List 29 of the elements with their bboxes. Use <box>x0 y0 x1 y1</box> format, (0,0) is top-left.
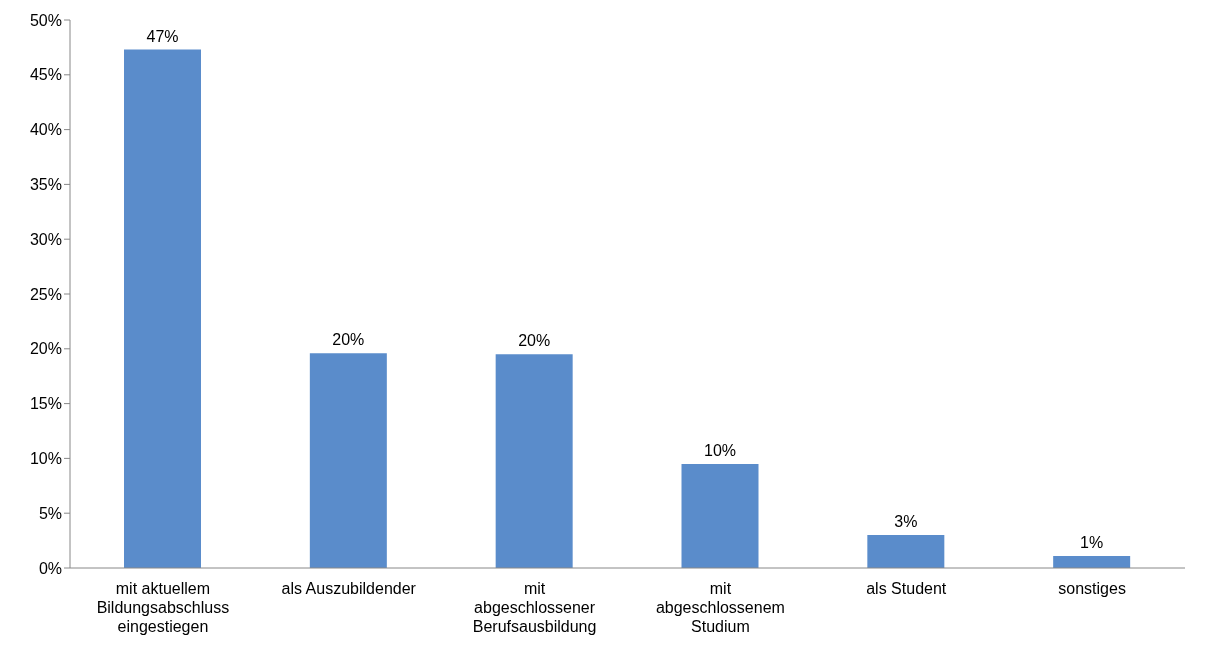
data-label: 20% <box>518 332 551 350</box>
y-tick-label: 50% <box>29 11 62 29</box>
x-tick-label: mit abgeschlossenem Studium <box>655 580 785 635</box>
x-tick-label: mit aktuellem Bildungsabschluss eingestiegen <box>96 580 230 635</box>
data-label: 3% <box>894 513 918 531</box>
data-label: 10% <box>703 441 737 459</box>
y-tick-label: 15% <box>29 395 62 413</box>
y-tick-label: 0% <box>38 559 62 577</box>
y-tick-label: 5% <box>38 504 62 522</box>
y-tick-label: 45% <box>29 66 62 84</box>
y-tick-label: 20% <box>29 340 62 358</box>
x-tick-label: als Auszubildender <box>281 580 417 597</box>
y-tick-label: 35% <box>29 176 62 194</box>
x-tick-label: mit abgeschlossener Berufsausbildung <box>472 580 597 635</box>
y-tick-label: 25% <box>29 285 62 303</box>
bar <box>867 535 945 568</box>
data-label: 20% <box>332 331 365 349</box>
bar <box>124 49 201 568</box>
bar <box>309 353 387 568</box>
y-tick-label: 30% <box>29 230 62 248</box>
bar <box>681 463 759 568</box>
bar <box>495 354 573 568</box>
y-tick-label: 40% <box>29 121 62 139</box>
y-tick-label: 10% <box>29 450 62 468</box>
bar <box>1053 555 1131 568</box>
data-label: 1% <box>1080 533 1104 551</box>
data-label: 47% <box>146 27 179 45</box>
x-tick-label: als Student <box>866 580 947 597</box>
x-tick-label: sonstiges <box>1058 580 1126 597</box>
